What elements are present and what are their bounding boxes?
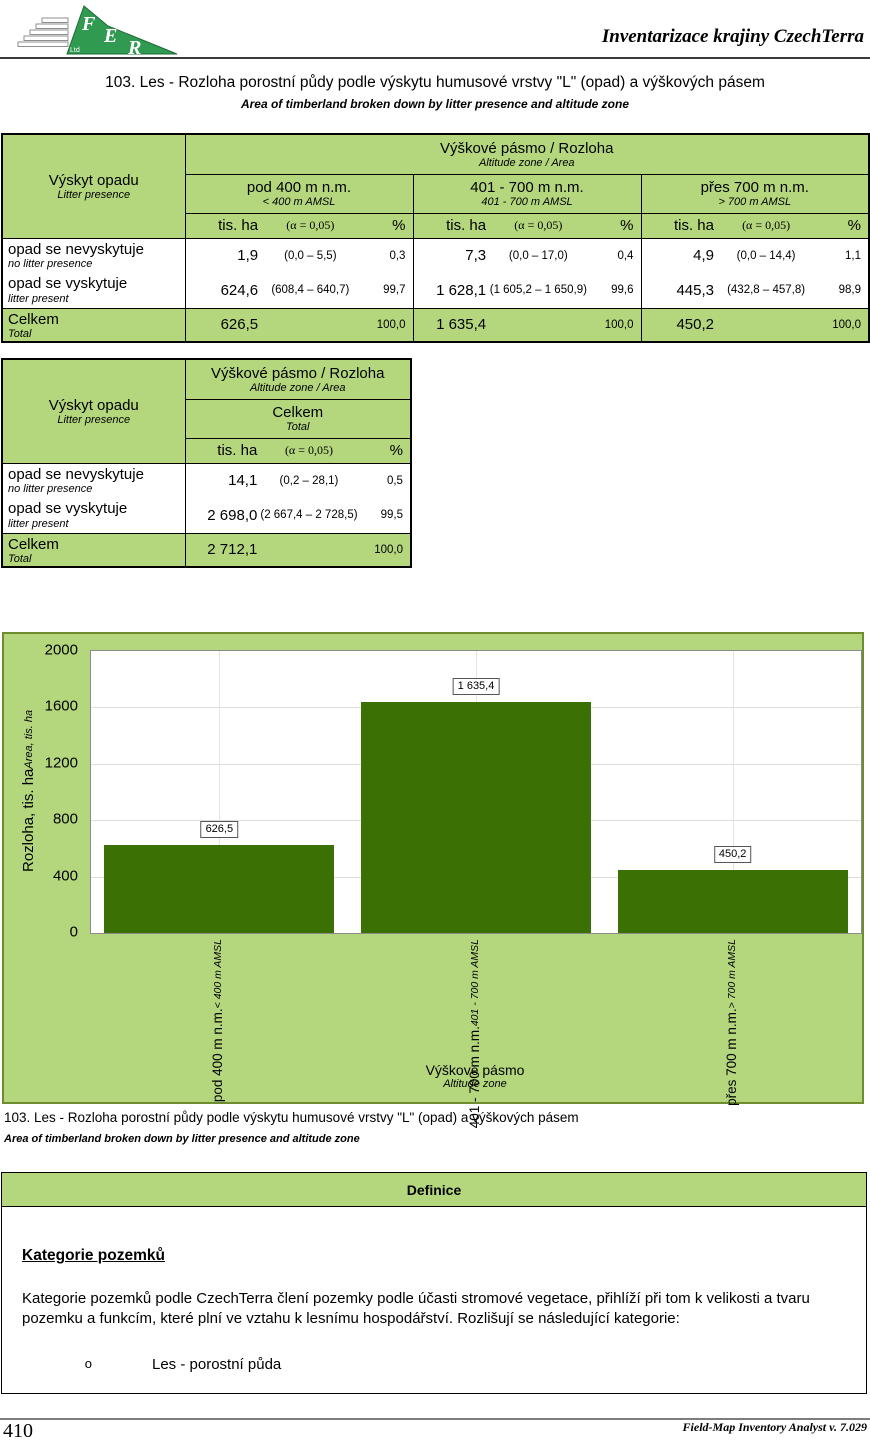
total-label: Celkem Total	[1, 307, 186, 343]
row-label: opad se nevyskytuje no litter presence	[1, 237, 186, 273]
ifer-logo: F E R Ltd	[17, 5, 178, 56]
data-cell: 1 628,1 (1 605,2 – 1 650,9) 99,6	[412, 273, 642, 309]
total-row: Celkem Total 2 712,1 100,0	[1, 532, 412, 568]
total-cell: 1 635,4 100,0	[412, 307, 642, 343]
definition-heading: Kategorie pozemků	[22, 1247, 165, 1264]
table-row: opad se nevyskytuje no litter presence 1…	[1, 462, 412, 498]
y-tick-label: 800	[52, 810, 78, 828]
total-cell: 2 712,1 100,0	[184, 532, 412, 568]
bar-value-label: 626,5	[200, 820, 239, 838]
chart-bar	[617, 869, 848, 933]
page-title: 103. Les - Rozloha porostní půdy podle v…	[105, 74, 765, 91]
data-cell: 624,6 (608,4 – 640,7) 99,7	[184, 273, 414, 309]
definition-bullet: o Les - porostní půda	[22, 1356, 850, 1373]
definition-header: Definice	[2, 1173, 866, 1207]
x-tick-label-cs: přes 700 m n.m.	[723, 1008, 739, 1106]
gridline	[732, 651, 734, 933]
footer-divider	[0, 1418, 870, 1420]
definition-body: Kategorie pozemků Kategorie pozemků podl…	[2, 1247, 866, 1373]
column-header: Celkem Total	[184, 398, 412, 439]
data-cell: 14,1 (0,2 – 28,1) 0,5	[184, 462, 412, 498]
page-subtitle: Area of timberland broken down by litter…	[240, 97, 630, 111]
bar-chart: Rozloha, tis. haArea, tis. ha 0 400 800 120…	[2, 632, 864, 1128]
total-cell: 626,5 100,0	[184, 307, 414, 343]
x-tick-label: 401 - 700 m n.m.401 - 700 m AMSL	[466, 939, 484, 1128]
gridline	[219, 651, 221, 933]
header-divider	[0, 57, 870, 59]
svg-text:E: E	[103, 25, 117, 47]
data-cell: 7,3 (0,0 – 17,0) 0,4	[412, 237, 642, 273]
svg-text:F: F	[81, 13, 96, 35]
y-tick-label: 1600	[44, 697, 78, 715]
page-number: 410	[3, 1420, 33, 1442]
y-tick-label: 1200	[44, 754, 78, 772]
definition-box: Definice Kategorie pozemků Kategorie poz…	[1, 1172, 867, 1394]
row-header-cell: Výskyt opadu Litter presence	[1, 358, 186, 464]
x-tick-label-en: > 700 m AMSL	[725, 939, 738, 1009]
data-cell: 4,9 (0,0 – 14,4) 1,1	[640, 237, 870, 273]
y-tick-label: 0	[69, 923, 78, 941]
table-total: Výskyt opadu Litter presence Výškové pás…	[1, 358, 412, 569]
x-axis-title: Výškové pásmo Altitude zone	[425, 1062, 525, 1090]
definition-paragraph: Kategorie pozemků podle CzechTerra člení…	[22, 1290, 810, 1328]
x-tick-label-en: 401 - 700 m AMSL	[469, 939, 481, 1027]
column-header: pod 400 m n.m. < 400 m AMSL	[184, 173, 414, 214]
bar-value-label: 1 635,4	[452, 678, 500, 696]
chart-bar	[104, 844, 335, 933]
brand-title: Inventarizace krajiny CzechTerra	[601, 26, 864, 47]
total-label: Celkem Total	[1, 532, 186, 568]
unit-header: tis. ha (α = 0,05) %	[640, 212, 870, 239]
unit-header: tis. ha (α = 0,05) %	[184, 437, 412, 464]
column-header: přes 700 m n.m. > 700 m AMSL	[640, 173, 870, 214]
total-row: Celkem Total 626,5 100,0 1 635,4 100,0 4…	[1, 307, 870, 343]
row-label: opad se nevyskytuje no litter presence	[1, 462, 186, 498]
row-label: opad se vyskytuje litter present	[1, 273, 186, 309]
table-row: opad se vyskytuje litter present 624,6 (…	[1, 273, 870, 309]
total-cell: 450,2 100,0	[640, 307, 870, 343]
chart-bar	[361, 702, 591, 933]
data-cell: 1,9 (0,0 – 5,5) 0,3	[184, 237, 414, 273]
chart-caption-en: Area of timberland broken down by litter…	[4, 1133, 360, 1145]
column-group-header: Výškové pásmo / Rozloha Altitude zone / …	[184, 358, 412, 400]
chart-caption: 103. Les - Rozloha porostní půdy podle v…	[4, 1110, 579, 1125]
table-row: opad se nevyskytuje no litter presence 1…	[1, 237, 870, 273]
table-row: opad se vyskytuje litter present 2 698,0…	[1, 498, 412, 534]
column-header: 401 - 700 m n.m. 401 - 700 m AMSL	[412, 173, 642, 214]
data-cell: 2 698,0 (2 667,4 – 2 728,5) 99,5	[184, 498, 412, 534]
y-tick-label: 2000	[44, 641, 78, 659]
row-label: opad se vyskytuje litter present	[1, 498, 186, 534]
app-version: Field-Map Inventory Analyst v. 7.029	[682, 1420, 867, 1434]
column-group-header: Výškové pásmo / Rozloha Altitude zone / …	[184, 133, 870, 175]
unit-header: tis. ha (α = 0,05) %	[184, 212, 414, 239]
plot-area: 626,5 1 635,4 450,2	[90, 650, 862, 934]
bar-value-label: 450,2	[713, 845, 752, 863]
y-axis-ticks: 0 400 800 1200 1600 2000	[4, 642, 84, 941]
bullet-marker: o	[84, 1355, 92, 1371]
svg-text:R: R	[127, 37, 141, 56]
table-by-altitude: Výskyt opadu Litter presence Výškové pás…	[1, 133, 870, 344]
svg-text:Ltd: Ltd	[70, 47, 80, 54]
unit-header: tis. ha (α = 0,05) %	[412, 212, 642, 239]
row-header-cell: Výskyt opadu Litter presence	[1, 133, 186, 239]
y-tick-label: 400	[52, 867, 78, 885]
data-cell: 445,3 (432,8 – 457,8) 98,9	[640, 273, 870, 309]
x-tick-label-en: < 400 m AMSL	[212, 939, 225, 1009]
